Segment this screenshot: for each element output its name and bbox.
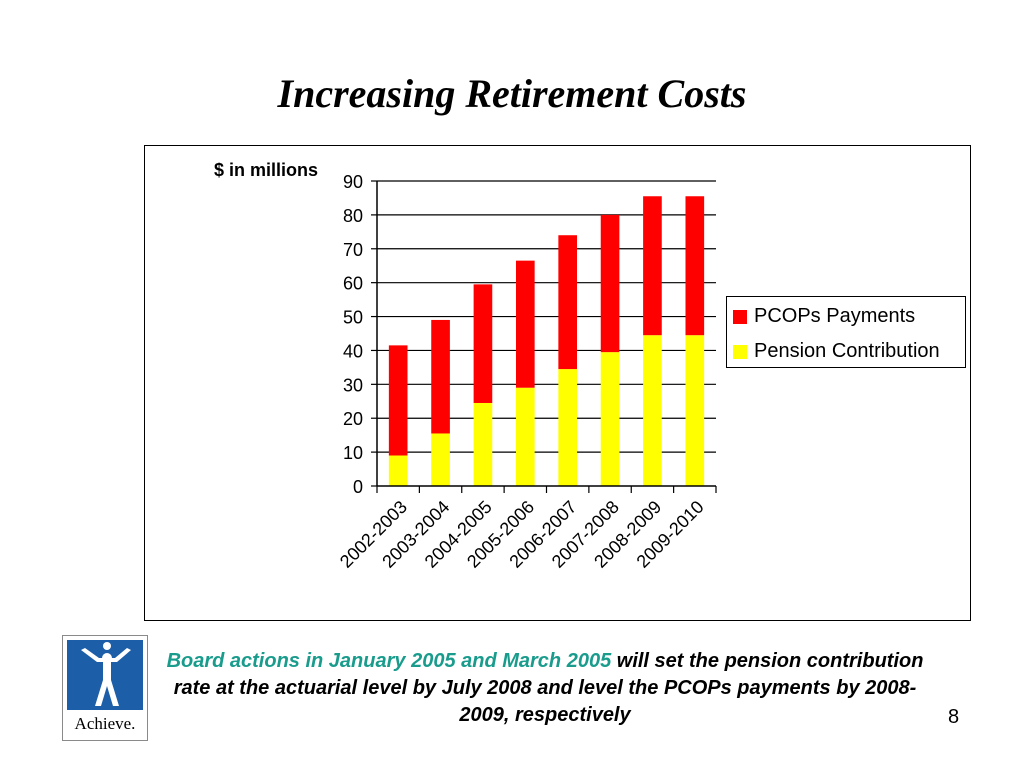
- bar-pension: [685, 335, 705, 486]
- y-axis-title: $ in millions: [214, 160, 318, 180]
- legend-label-pcops: PCOPs Payments: [754, 305, 916, 327]
- bar-pension: [558, 369, 578, 486]
- bar-pcops: [643, 196, 662, 336]
- chart-frame: $ in millions 0 10 20 30 40 50 60 70 80 90 2002-20…: [144, 145, 971, 621]
- legend-swatch-pension: [733, 344, 747, 359]
- y-tick-label: 80: [343, 206, 363, 226]
- y-tick-label: 90: [343, 172, 363, 192]
- legend-swatch-pcops: [733, 309, 747, 324]
- bar-pension: [388, 455, 408, 486]
- logo-wordmark: Achieve.: [74, 714, 136, 733]
- y-tick-label: 10: [343, 443, 363, 463]
- bar-pcops: [473, 284, 493, 403]
- bar-pcops: [515, 260, 535, 388]
- bar-pcops: [558, 235, 578, 370]
- y-tick-label: 50: [343, 308, 363, 328]
- footer-note-highlight: Board actions in January 2005 and March …: [166, 650, 612, 672]
- footer-note-text: will set the pension contribution rate a…: [173, 650, 924, 726]
- gridlines: [377, 180, 716, 453]
- legend-label-pension: Pension Contribution: [754, 340, 940, 362]
- achieve-logo: Achieve.: [62, 635, 148, 741]
- y-tick-label: 70: [343, 240, 363, 260]
- legend-item-pension: Pension Contribution: [733, 340, 940, 363]
- legend-item-pcops: PCOPs Payments: [733, 305, 915, 328]
- bar-pension: [515, 387, 535, 486]
- y-tick-label: 0: [353, 477, 363, 497]
- stacked-bar-chart: $ in millions 01020304050607080902002-20…: [214, 160, 717, 572]
- y-tick-label: 40: [343, 341, 363, 361]
- bar-pcops: [388, 345, 408, 456]
- bar-pension: [473, 402, 493, 486]
- chart-legend: PCOPs Payments Pension Contribution: [726, 296, 966, 368]
- footer-note: Board actions in January 2005 and March …: [160, 648, 930, 729]
- bar-pcops: [685, 196, 705, 336]
- y-tick-label: 30: [343, 375, 363, 395]
- y-tick-label: 20: [343, 409, 363, 429]
- bars: [388, 196, 705, 486]
- bar-pension: [431, 433, 450, 486]
- page-number: 8: [948, 706, 960, 728]
- bar-pcops: [431, 319, 450, 434]
- bar-pension: [600, 352, 620, 486]
- y-tick-label: 60: [343, 274, 363, 294]
- axes: [371, 180, 717, 493]
- logo-figure-icon: [67, 640, 143, 710]
- bar-pension: [643, 335, 662, 486]
- slide-title: Increasing Retirement Costs: [277, 71, 747, 116]
- bar-pcops: [600, 214, 620, 353]
